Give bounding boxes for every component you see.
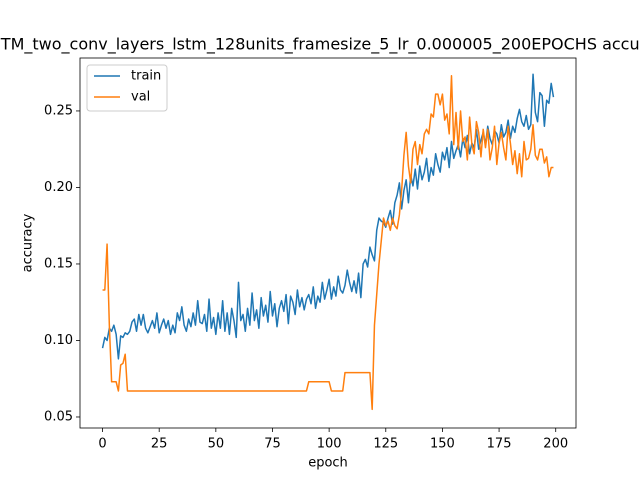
plot-area [101, 73, 555, 411]
series-line [102, 75, 554, 411]
x-tick-label: 75 [264, 437, 281, 452]
legend-label: val [131, 90, 150, 105]
y-tick-label: 0.10 [44, 333, 73, 348]
y-tick-label: 0.05 [44, 409, 73, 424]
x-axis-label: epoch [308, 456, 348, 471]
series-line [101, 73, 555, 360]
y-tick-label: 0.25 [44, 103, 73, 118]
y-axis-label: accuracy [21, 213, 36, 272]
legend-label: train [131, 69, 161, 84]
x-tick-label: 150 [430, 437, 455, 452]
legend: train val [86, 64, 168, 112]
x-tick-label: 200 [543, 437, 568, 452]
x-tick-label: 125 [373, 437, 398, 452]
x-tick-label: 0 [98, 437, 106, 452]
x-tick-label: 50 [208, 437, 225, 452]
axes-frame [79, 57, 577, 429]
x-tick-label: 100 [317, 437, 342, 452]
x-tick-label: 25 [151, 437, 168, 452]
chart-title: LSTM_two_conv_layers_lstm_128units_frame… [0, 35, 640, 55]
y-tick-label: 0.15 [44, 256, 73, 271]
y-tick-label: 0.20 [44, 180, 73, 195]
x-tick-label: 175 [487, 437, 512, 452]
